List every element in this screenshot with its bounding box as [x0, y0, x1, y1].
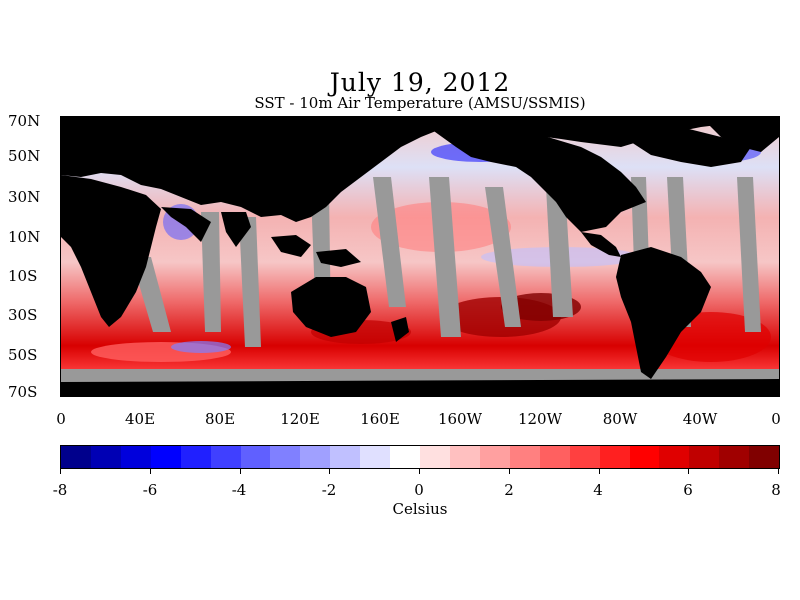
- colorbar-tick: [329, 468, 331, 474]
- colorbar-tick: [149, 468, 151, 474]
- colorbar-label-m2: -2: [321, 481, 337, 499]
- map-canvas: [61, 117, 779, 396]
- lon-label-0: 0: [56, 410, 66, 428]
- colorbar-swatch: [300, 446, 331, 468]
- lon-label-0-east: 0: [771, 410, 781, 428]
- lat-label-50n: 50N: [8, 147, 41, 165]
- colorbar-swatch: [330, 446, 361, 468]
- colorbar-label-2: 2: [504, 481, 514, 499]
- lon-label-40e: 40E: [124, 410, 156, 428]
- colorbar-swatch: [240, 446, 271, 468]
- lon-label-80w: 80W: [602, 410, 638, 428]
- lat-label-10s: 10S: [8, 267, 38, 285]
- lat-label-50s: 50S: [8, 346, 38, 364]
- colorbar-swatch: [509, 446, 540, 468]
- colorbar-swatch: [629, 446, 660, 468]
- lat-label-70s: 70S: [8, 383, 38, 401]
- map-title: July 19, 2012: [329, 68, 511, 97]
- lat-label-30n: 30N: [8, 188, 41, 206]
- land-masses: [61, 117, 779, 396]
- colorbar-swatch: [90, 446, 121, 468]
- lat-label-70n: 70N: [8, 112, 41, 130]
- colorbar-swatch: [120, 446, 151, 468]
- colorbar-swatch: [689, 446, 720, 468]
- colorbar-swatch: [479, 446, 510, 468]
- colorbar-swatch: [150, 446, 181, 468]
- colorbar-tick: [598, 468, 600, 474]
- colorbar-label-8: 8: [771, 481, 781, 499]
- colorbar-unit-label: Celsius: [392, 500, 448, 518]
- colorbar-swatch: [270, 446, 301, 468]
- colorbar: [60, 445, 780, 469]
- colorbar-swatch: [539, 446, 570, 468]
- colorbar-swatch: [420, 446, 450, 468]
- colorbar-swatch: [360, 446, 391, 468]
- colorbar-swatch: [449, 446, 480, 468]
- lon-label-160e: 160E: [360, 410, 400, 428]
- lat-label-10n: 10N: [8, 228, 41, 246]
- colorbar-tick: [508, 468, 510, 474]
- colorbar-swatch: [210, 446, 241, 468]
- colorbar-tick: [778, 468, 779, 474]
- colorbar-swatch: [719, 446, 750, 468]
- lon-label-80e: 80E: [204, 410, 236, 428]
- colorbar-label-6: 6: [683, 481, 693, 499]
- colorbar-swatch: [180, 446, 211, 468]
- colorbar-tick: [419, 468, 420, 474]
- colorbar-tick: [60, 468, 61, 474]
- colorbar-tick: [239, 468, 241, 474]
- colorbar-label-4: 4: [593, 481, 603, 499]
- colorbar-swatch: [599, 446, 630, 468]
- colorbar-swatch: [569, 446, 600, 468]
- lat-label-30s: 30S: [8, 306, 38, 324]
- colorbar-swatch: [61, 446, 91, 468]
- lon-label-120e: 120E: [280, 410, 320, 428]
- colorbar-swatch: [749, 446, 780, 468]
- colorbar-label-0: 0: [414, 481, 424, 499]
- colorbar-label-m8: -8: [52, 481, 68, 499]
- world-map: [60, 116, 780, 397]
- colorbar-swatch: [390, 446, 421, 468]
- lon-label-160w: 160W: [437, 410, 483, 428]
- colorbar-swatch: [659, 446, 690, 468]
- colorbar-tick: [688, 468, 690, 474]
- lon-label-40w: 40W: [682, 410, 718, 428]
- colorbar-label-m6: -6: [142, 481, 158, 499]
- colorbar-label-m4: -4: [231, 481, 247, 499]
- map-subtitle: SST - 10m Air Temperature (AMSU/SSMIS): [254, 94, 586, 112]
- lon-label-120w: 120W: [517, 410, 563, 428]
